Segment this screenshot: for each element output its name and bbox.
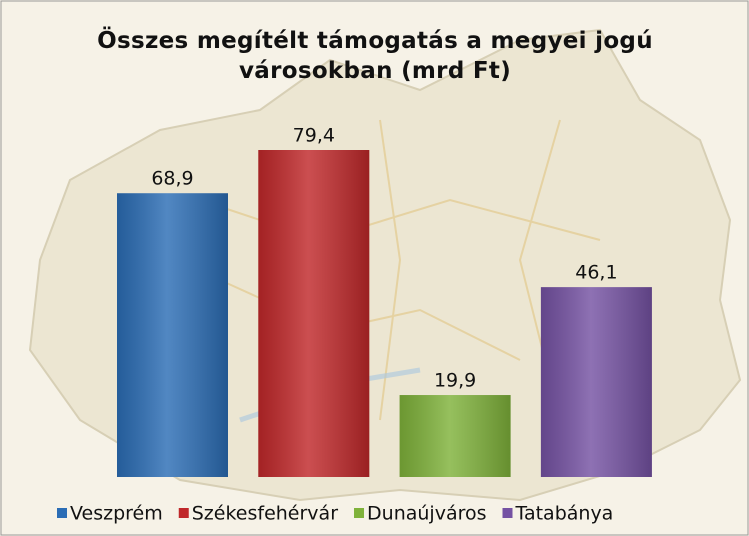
- value-label: 19,9: [434, 370, 476, 392]
- bar-shading: [258, 150, 369, 477]
- chart-title: Összes megítélt támogatás a megyei jogú …: [60, 26, 690, 86]
- legend-swatch: [354, 508, 364, 518]
- legend-label: Tatabánya: [515, 503, 614, 525]
- bar-shading: [541, 287, 652, 477]
- legend-swatch: [503, 508, 513, 518]
- value-label: 68,9: [151, 168, 193, 190]
- bar-shading: [117, 193, 228, 477]
- page: 68,9 79,4 19,9 46,1 Veszprém Székesfehérvár Du…: [0, 0, 749, 536]
- legend-label: Veszprém: [70, 503, 163, 525]
- legend-swatch: [179, 508, 189, 518]
- value-label: 79,4: [293, 125, 335, 147]
- legend-swatch: [57, 508, 67, 518]
- bar-shading: [400, 395, 511, 477]
- legend-label: Dunaújváros: [367, 503, 486, 525]
- value-label: 46,1: [575, 262, 617, 284]
- legend-label: Székesfehérvár: [192, 503, 338, 525]
